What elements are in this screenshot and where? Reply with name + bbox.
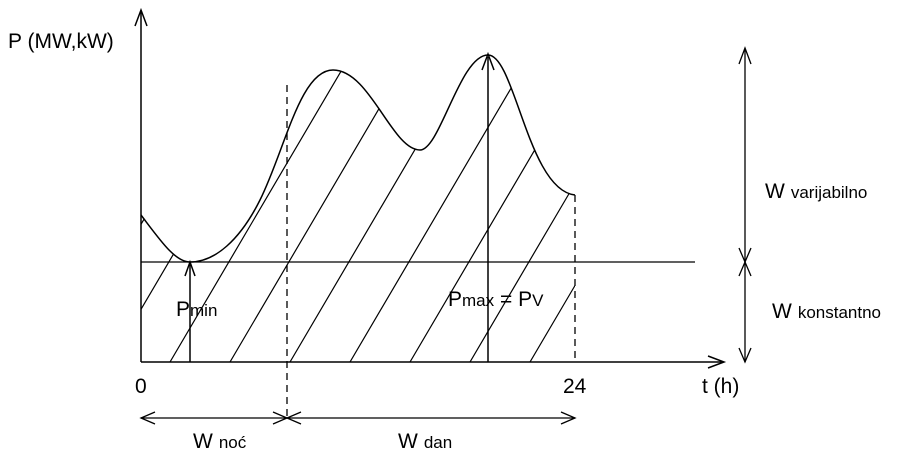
- day-left-arrowhead: [285, 411, 302, 425]
- pmax-label: Pmax = PV: [448, 288, 544, 311]
- x-end-label: 24: [563, 375, 587, 398]
- x-axis-arrow: [707, 355, 727, 369]
- pmax-arrowhead: [481, 51, 495, 71]
- pmin-arrowhead: [184, 259, 196, 277]
- day-right-arrowhead: [560, 411, 577, 425]
- y-axis-label: P (MW,kW): [8, 30, 114, 53]
- pmin-label: Pmin: [176, 298, 217, 321]
- x-origin-label: 0: [135, 375, 147, 398]
- variable-top-arrowhead: [738, 46, 752, 65]
- x-axis-label: t (h): [702, 375, 739, 398]
- constant-bottom-arrowhead: [738, 347, 752, 364]
- hatched-energy-area: [141, 55, 575, 362]
- y-axis-arrow: [134, 7, 148, 27]
- night-left-arrowhead: [139, 411, 156, 425]
- load-curve: [140, 54, 576, 263]
- constant-top-arrowhead: [738, 260, 752, 277]
